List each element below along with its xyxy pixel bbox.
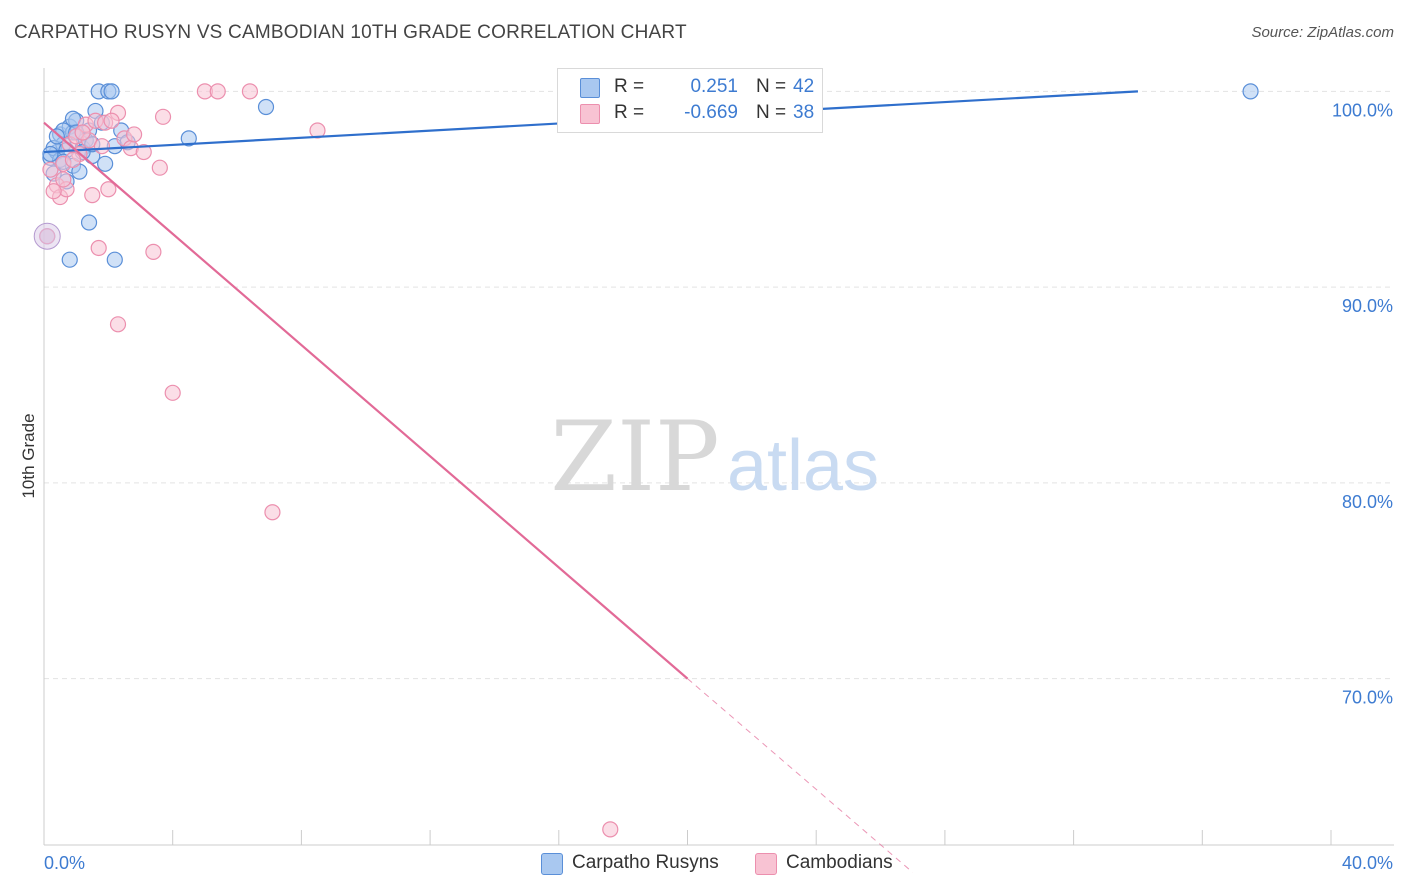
y-axis-label: 10th Grade [19, 413, 38, 498]
cambodian-point [90, 239, 107, 257]
carpatho-rusyn-point [61, 251, 78, 268]
axis-layer: 100.0% 90.0% 80.0% 70.0% 0.0% 40.0% [43, 68, 1394, 873]
cambodian-point [151, 159, 168, 176]
legend-n-value: 42 [793, 76, 815, 97]
y-tick-label: 100.0% [1332, 100, 1393, 120]
x-tick-label-min: 0.0% [44, 853, 85, 873]
legend-r-label: R = [614, 102, 645, 123]
legend-swatch-pink [580, 104, 600, 124]
overlap-point [33, 222, 61, 250]
legend-n-label: N = [756, 76, 787, 97]
legend-n-label: N = [756, 102, 787, 123]
bottom-legend-label: Carpatho Rusyns [572, 852, 719, 873]
y-tick-label: 70.0% [1342, 688, 1393, 708]
cambodian-point [154, 108, 172, 125]
cambodian-point [602, 821, 619, 838]
cambodian-point [93, 138, 111, 155]
cambodian-point [64, 151, 82, 168]
watermark: ZIP atlas [550, 401, 879, 513]
cambodian-point [135, 143, 152, 161]
bottom-legend-swatch-blue [541, 853, 563, 875]
carpatho-rusyn-point [257, 98, 275, 116]
cambodian-point [125, 126, 143, 143]
bottom-legend-swatch-pink [755, 853, 777, 875]
grid-layer [44, 90, 1394, 680]
carpatho-rusyn-point [48, 128, 65, 145]
source-credit: Source: ZipAtlas.com [1251, 24, 1394, 41]
carpatho-rusyn-point [180, 130, 197, 147]
points-layer [33, 83, 1259, 838]
x-tick-label-max: 40.0% [1342, 853, 1393, 873]
cambodian-trendline-extrapolated [687, 678, 914, 873]
legend-r-value: -0.669 [684, 102, 738, 123]
cambodian-point [145, 243, 162, 260]
cambodian-point [55, 171, 72, 188]
cambodian-point [309, 122, 326, 139]
carpatho-rusyn-point [103, 83, 120, 100]
legend-swatch-blue [580, 78, 600, 98]
cambodian-point [103, 112, 120, 129]
cambodian-point [109, 316, 127, 333]
cambodian-trendline [43, 121, 689, 680]
carpatho-rusyn-point [106, 251, 123, 268]
legend-n-value: 38 [793, 102, 815, 123]
watermark-zip: ZIP [550, 401, 719, 513]
cambodian-point [45, 183, 62, 200]
cambodian-point [74, 124, 91, 141]
cambodian-point [164, 384, 181, 401]
y-tick-label: 90.0% [1342, 296, 1393, 316]
stats-legend: R = 0.251 N = 42 R = -0.669 N = 38 [557, 68, 823, 133]
watermark-atlas: atlas [727, 426, 879, 506]
bottom-legend-label: Cambodians [786, 852, 893, 873]
cambodian-point [84, 187, 101, 204]
cambodian-point [209, 83, 226, 100]
cambodian-point [264, 504, 281, 521]
carpatho-rusyn-point [97, 155, 114, 172]
carpatho-rusyn-point [42, 145, 59, 163]
cambodian-point [241, 83, 259, 100]
cambodian-point [100, 181, 117, 198]
carpatho-rusyn-point [1242, 83, 1259, 100]
legend-r-value: 0.251 [690, 76, 738, 97]
y-tick-label: 80.0% [1342, 492, 1393, 512]
chart-title: CARPATHO RUSYN VS CAMBODIAN 10TH GRADE C… [14, 22, 687, 43]
carpatho-rusyn-point [80, 214, 98, 231]
legend-r-label: R = [614, 76, 645, 97]
